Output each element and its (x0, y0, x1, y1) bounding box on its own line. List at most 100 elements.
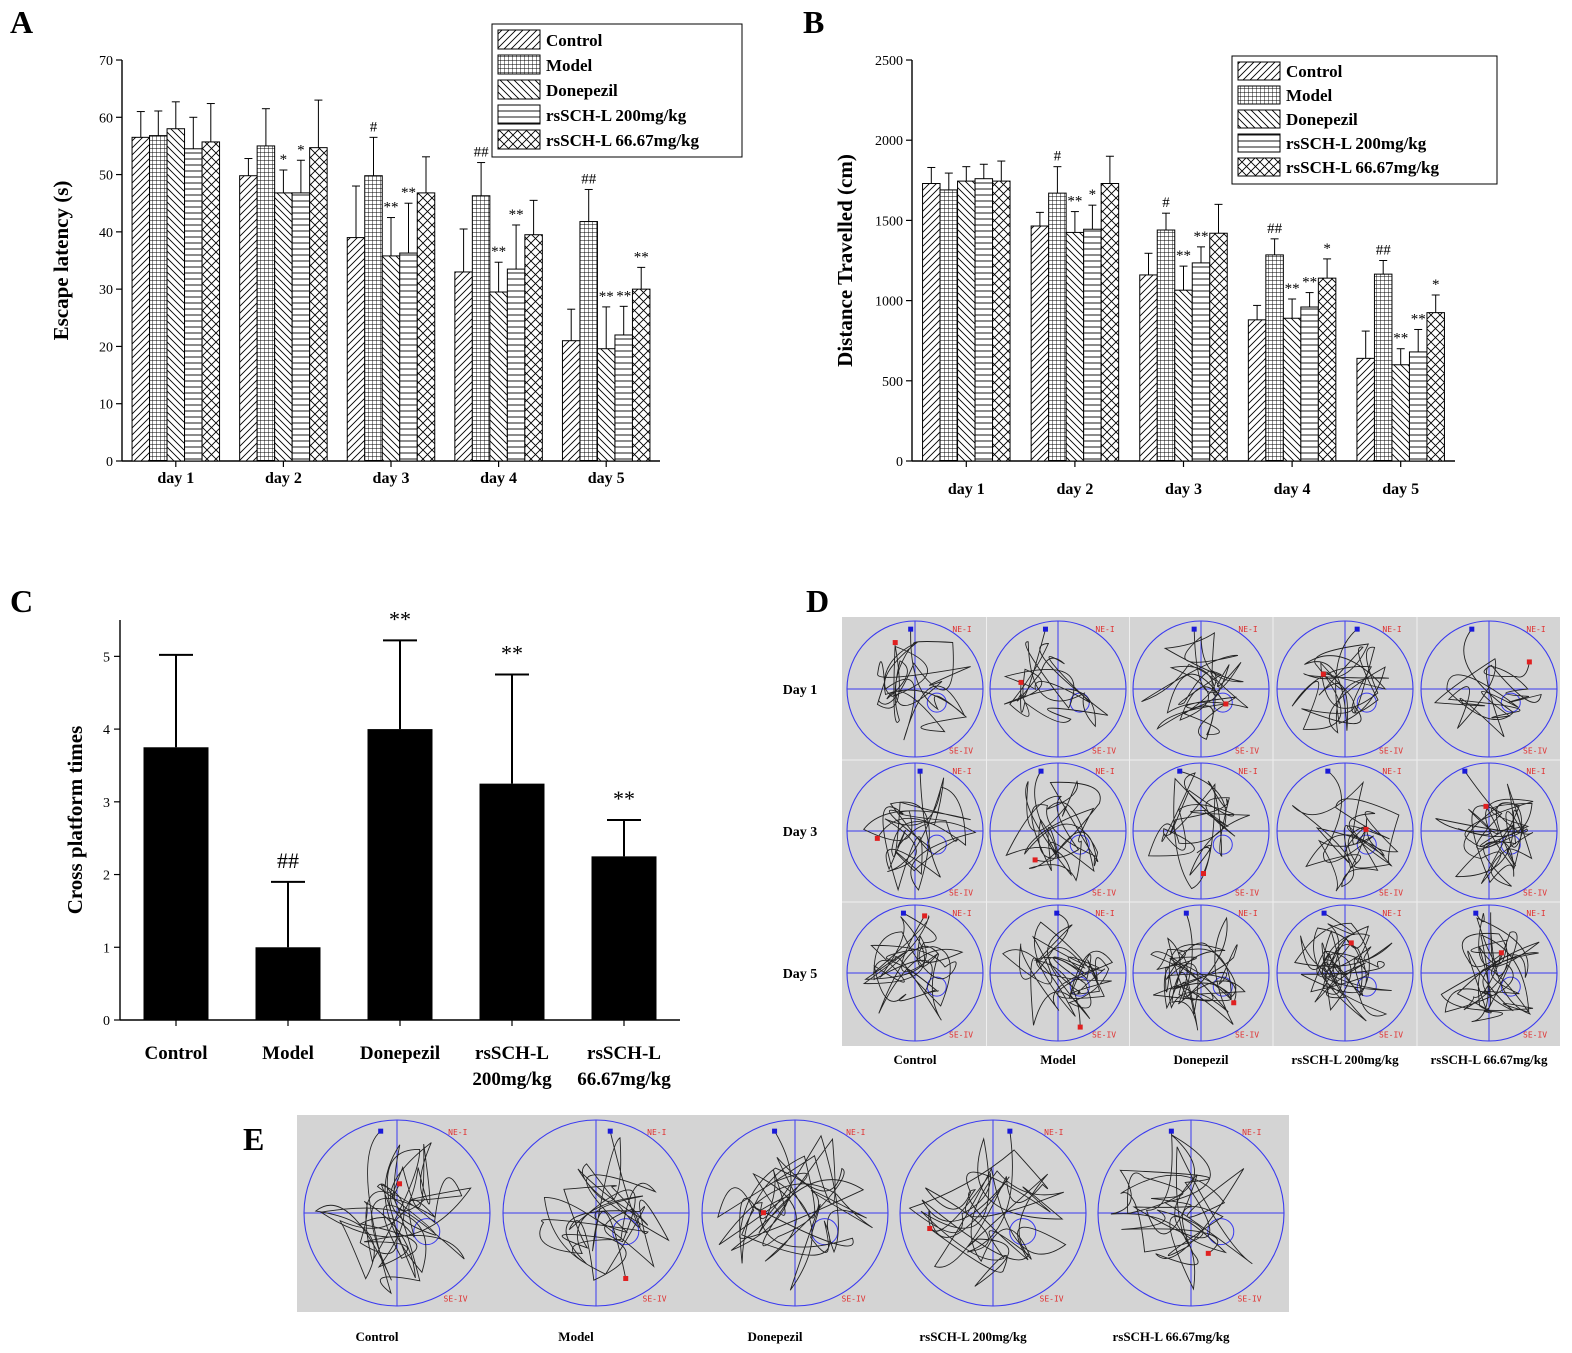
x-tick-label-line: rsSCH-L (587, 1043, 661, 1064)
bar (184, 148, 203, 462)
x-tick-label: day 4 (480, 470, 517, 487)
significance-mark: ** (1067, 194, 1082, 210)
pool-track: NE-I SE-IV (989, 620, 1127, 758)
significance-mark: * (280, 152, 288, 168)
column-label: Model (1040, 1052, 1076, 1067)
swim-path (1291, 628, 1389, 734)
legend-label: rsSCH-L 66.67mg/kg (1286, 158, 1440, 177)
pool-track: NE-I SE-IV (1132, 762, 1270, 900)
swim-path (1147, 770, 1250, 890)
start-marker (1321, 910, 1327, 916)
significance-mark: ** (599, 289, 614, 305)
end-marker (892, 640, 898, 646)
legend-swatch (497, 104, 541, 125)
significance-mark: # (370, 119, 378, 135)
bar (416, 192, 436, 462)
y-tick-label: 5 (103, 650, 110, 665)
x-tick-label: Model (262, 1043, 314, 1064)
x-tick-label-line: Control (145, 1043, 208, 1064)
pool-track: NE-I SE-IV (846, 762, 984, 900)
quadrant-label-bottom: SE-IV (1235, 889, 1259, 898)
significance-mark: ## (1376, 243, 1392, 259)
pool-track: NE-I SE-IV (1276, 904, 1414, 1042)
quadrant-label-bottom: SE-IV (1092, 889, 1116, 898)
end-marker (623, 1276, 629, 1282)
quadrant-label-bottom: SE-IV (949, 747, 973, 756)
column-label: Model (558, 1329, 594, 1344)
end-marker (1348, 940, 1354, 946)
significance-mark: ** (501, 641, 523, 666)
pool-track: NE-I SE-IV (1276, 762, 1414, 900)
panel-label-e: E (243, 1121, 264, 1157)
quadrant-label-bottom: SE-IV (1235, 1031, 1259, 1040)
bar (274, 192, 293, 462)
quadrant-label-top: NE-I (1238, 767, 1257, 776)
quadrant-label-top: NE-I (1095, 767, 1114, 776)
pool-track: NE-I SE-IV (846, 620, 984, 758)
y-tick-label: 50 (99, 169, 113, 184)
y-axis-label: Distance Travelled (cm) (833, 154, 857, 367)
quadrant-label-top: NE-I (1526, 909, 1545, 918)
bar (131, 136, 151, 462)
y-tick-label: 1500 (875, 214, 903, 229)
pool-track: NE-I SE-IV (1276, 620, 1414, 758)
y-tick-label: 3 (103, 796, 110, 811)
bar (1426, 312, 1445, 462)
legend-label: rsSCH-L 66.67mg/kg (546, 131, 700, 150)
bar (1156, 229, 1176, 462)
swim-path (1141, 629, 1249, 740)
y-tick-label: 2 (103, 869, 110, 884)
platform-marker (1212, 834, 1233, 855)
quadrant-label-bottom: SE-IV (1379, 1031, 1403, 1040)
significance-mark: ** (1176, 248, 1191, 264)
legend-swatch (1237, 133, 1281, 153)
end-marker (1231, 1000, 1237, 1006)
y-tick-label: 30 (99, 283, 113, 298)
legend-label: Control (546, 31, 603, 50)
quadrant-label-top: NE-I (1095, 909, 1114, 918)
pool-track: NE-I SE-IV (701, 1119, 889, 1307)
end-marker (760, 1210, 766, 1216)
bar (149, 135, 168, 462)
y-tick-label: 20 (99, 340, 113, 355)
y-tick-label: 2000 (875, 134, 903, 149)
quadrant-label-bottom: SE-IV (1379, 747, 1403, 756)
y-tick-label: 2500 (875, 54, 903, 69)
x-tick-label: day 1 (157, 470, 194, 487)
legend-swatch (1237, 85, 1281, 105)
end-marker (1018, 679, 1024, 685)
end-marker (1200, 871, 1206, 877)
end-marker (1363, 826, 1369, 832)
y-tick-label: 4 (103, 723, 110, 738)
start-marker (1038, 768, 1044, 774)
platform-marker (1009, 1218, 1037, 1246)
panel-label-b: B (803, 4, 824, 40)
probe-track-row: NE-I SE-IV Control NE-I SE-IV Model NE-I SE-IV D… (297, 1115, 1289, 1344)
x-tick-label: Donepezil (360, 1043, 440, 1064)
swim-path (314, 1130, 472, 1295)
bar (143, 747, 209, 1020)
start-marker (917, 768, 923, 774)
bar (614, 334, 633, 462)
swim-path (717, 1130, 873, 1291)
end-marker (922, 913, 928, 919)
significance-mark: ** (389, 606, 411, 631)
significance-mark: * (1089, 187, 1097, 203)
legend-swatch (497, 29, 541, 50)
bar (1300, 306, 1319, 462)
bar (939, 189, 959, 462)
pool-track: NE-I SE-IV (1097, 1119, 1285, 1307)
bar (1139, 274, 1158, 462)
quadrant-label-bottom: SE-IV (949, 889, 973, 898)
swim-path (1433, 628, 1542, 738)
x-tick-label: day 2 (265, 470, 302, 487)
start-marker (607, 1128, 613, 1134)
y-axis-label: Escape latency (s) (49, 181, 73, 341)
bar (489, 291, 508, 462)
quadrant-label-top: NE-I (1526, 767, 1545, 776)
swim-path (539, 1131, 670, 1281)
swim-path (876, 629, 971, 741)
y-axis-label: Cross platform times (63, 726, 87, 915)
